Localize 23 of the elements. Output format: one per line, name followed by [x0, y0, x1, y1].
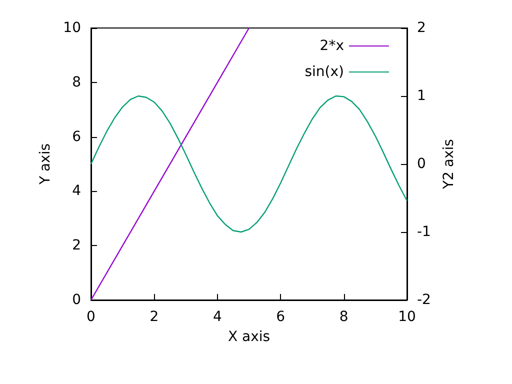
line-series: [90, 95, 408, 233]
x-tick-label: 10: [398, 309, 416, 325]
y-axis-title: Y axis: [37, 143, 54, 186]
y2-axis-title: Y2 axis: [441, 139, 457, 190]
legend-label: 2*x: [320, 38, 344, 54]
x-tick-label: 4: [212, 309, 222, 325]
x-tick-label: 8: [339, 309, 348, 325]
y2-tick-label: 1: [417, 88, 426, 104]
y-tick-label: 2: [72, 238, 81, 254]
y2-tick-label: 0: [417, 156, 426, 172]
x-tick-label: 2: [150, 309, 159, 325]
y2-tick-label: -1: [417, 224, 431, 240]
x-axis-title: X axis: [228, 329, 270, 345]
y-tick-label: 6: [72, 128, 82, 145]
x-tick-label: 6: [276, 309, 286, 325]
y2-tick-label: -2: [417, 292, 431, 308]
y-tick-label: 10: [63, 20, 81, 36]
y2-tick-label: 2: [417, 20, 426, 36]
legend-label: sin(x): [304, 64, 344, 80]
y-tick-label: 0: [72, 292, 81, 308]
y-tick-label: 4: [72, 183, 82, 200]
x-tick-label: 0: [86, 309, 96, 325]
y-tick-label: 8: [72, 74, 81, 90]
